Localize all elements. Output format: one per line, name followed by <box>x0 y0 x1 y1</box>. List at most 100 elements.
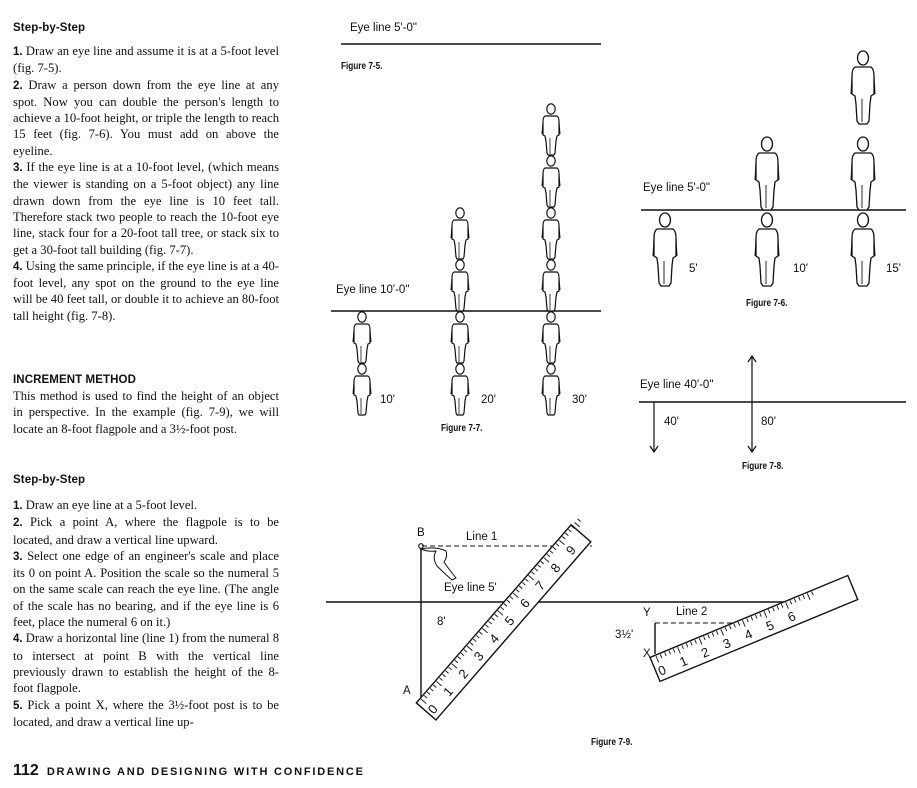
scale-tick <box>469 642 474 646</box>
scale-tick <box>733 623 736 628</box>
scale-tick <box>750 616 754 621</box>
scale-tick <box>537 564 541 568</box>
scale-tick <box>503 603 508 607</box>
fig78-caption: Figure 7-8. <box>742 461 784 472</box>
fig76-height-10: 10' <box>793 263 808 275</box>
scale-tick <box>475 635 480 639</box>
fig79-point-x: X <box>643 648 651 660</box>
fig75-caption: Figure 7-5. <box>341 61 383 72</box>
fig76-person-15ft-middle <box>850 136 876 211</box>
step-item: 3. If the eye line is at a 10-foot level… <box>13 159 279 258</box>
scale-tick <box>561 536 566 540</box>
scale-tick <box>420 698 427 704</box>
step-text: Pick a point A, where the flagpole is to… <box>13 515 279 547</box>
scale-tick <box>491 617 495 621</box>
page-number: 112 <box>13 762 39 779</box>
fig77-col3-person-6 <box>541 363 561 416</box>
scale-tick <box>454 659 459 664</box>
scale-tick <box>485 624 489 628</box>
scale-tick <box>451 663 458 669</box>
fig78-eye-line-label: Eye line 40'-0" <box>640 379 714 391</box>
scale-tick <box>568 529 572 533</box>
fig79-line2-label: Line 2 <box>676 606 708 618</box>
step-number: 2. <box>13 79 23 92</box>
fig77-height-20: 20' <box>481 394 496 406</box>
step-text: Using the same principle, if the eye lin… <box>13 258 279 323</box>
scale-tick <box>565 532 569 536</box>
fig77-col3-person-2 <box>541 155 561 208</box>
step-text: If the eye line is at a 10-foot level, (… <box>13 160 279 257</box>
fig77-col2-person-3 <box>450 311 470 364</box>
fig76-eye-line-label: Eye line 5'-0" <box>643 182 711 194</box>
increment-method-heading: INCREMENT METHOD <box>13 374 136 386</box>
scale-tick <box>798 596 801 601</box>
fig77-col2-person-2 <box>450 259 470 312</box>
scale-tick <box>500 606 505 611</box>
book-title: DRAWING AND DESIGNING WITH CONFIDENCE <box>46 766 365 778</box>
scale-tick <box>528 575 535 581</box>
fig79-point-a: A <box>403 685 411 697</box>
scale-tick <box>690 641 693 646</box>
step-item: 3. Select one edge of an engineer's scal… <box>13 548 279 630</box>
fig79-flag <box>419 547 457 581</box>
scale-tick <box>759 612 762 617</box>
fig77-col3-person-3 <box>541 207 561 260</box>
scale-tick <box>711 632 715 637</box>
scale-tick <box>442 673 446 678</box>
scale-tick <box>571 525 575 529</box>
scale-tick <box>509 596 514 600</box>
fig76-person-5ft <box>652 212 678 287</box>
steps-list-2: 1. Draw an eye line at a 5-foot level. 2.… <box>13 497 279 730</box>
fig77-col2-person-4 <box>450 363 470 416</box>
scale-tick <box>558 539 565 545</box>
scale-tick <box>668 650 671 655</box>
scale-tick <box>494 613 499 618</box>
scale-tick <box>677 646 681 654</box>
scale-tick <box>518 585 523 589</box>
fig79-point-b: B <box>417 527 425 539</box>
step-item: 4. Draw a horizontal line (line 1) from … <box>13 630 279 696</box>
increment-method-text: This method is used to find the height o… <box>13 389 279 436</box>
fig77-height-10: 10' <box>380 394 395 406</box>
step-item: 1. Draw an eye line and assume it is at … <box>13 43 279 77</box>
fig77-height-30: 30' <box>572 394 587 406</box>
scale-tick <box>707 634 710 639</box>
scale-tick <box>432 684 437 688</box>
step-text: Draw an eye line and assume it is at a 5… <box>13 44 279 76</box>
scale-tick <box>785 602 789 609</box>
scale-tick <box>466 645 473 651</box>
step-text: Draw a horizontal line (line 1) from the… <box>13 631 279 696</box>
scale-tick <box>802 594 805 599</box>
fig79-eye-line-label: Eye line 5' <box>444 582 497 594</box>
scale-tick <box>531 571 535 575</box>
scale-tick <box>506 599 511 604</box>
scale-tick <box>577 518 581 522</box>
fig76-person-10ft-upper <box>754 136 780 211</box>
scale-tick <box>655 655 660 663</box>
fig79-line1-label: Line 1 <box>466 531 498 543</box>
scale-tick <box>555 543 560 547</box>
scale-tick <box>479 631 483 635</box>
fig76-person-10ft-lower <box>754 212 780 287</box>
fig78-height-80: 80' <box>761 416 776 428</box>
fig77-col3-person-1 <box>541 103 561 156</box>
scale-tick <box>789 600 792 605</box>
scale-tick <box>776 605 780 610</box>
fig76-height-5: 5' <box>689 263 698 275</box>
step-number: 5. <box>13 699 23 712</box>
scale-tick <box>515 589 520 593</box>
scale-tick <box>482 628 488 634</box>
scale-tick <box>780 603 784 608</box>
step-number: 4. <box>13 633 23 646</box>
step-text: Select one edge of an engineer's scale a… <box>13 548 279 630</box>
scale-tick <box>694 639 697 644</box>
fig79-caption: Figure 7-9. <box>591 737 633 748</box>
fig78-height-40: 40' <box>664 416 679 428</box>
scale-tick <box>512 592 519 598</box>
fig79-point-y: Y <box>643 607 651 619</box>
fig79-height-3-5: 3½' <box>615 629 634 641</box>
scale-tick <box>439 677 443 681</box>
